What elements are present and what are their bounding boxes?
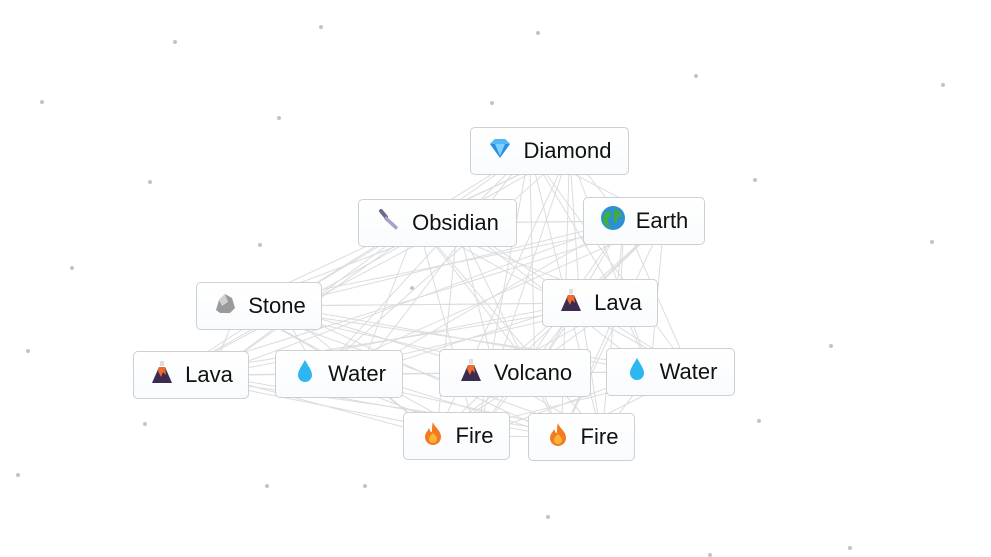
connection-line: [318, 222, 458, 375]
connection-line: [436, 220, 665, 437]
particle: [536, 31, 540, 35]
fire-icon: [545, 421, 571, 453]
item-water[interactable]: Water: [606, 348, 735, 396]
item-label: Lava: [594, 290, 642, 315]
particle: [490, 101, 494, 105]
droplet-icon: [624, 356, 650, 388]
volcano-icon: [149, 359, 175, 391]
particle: [148, 180, 152, 184]
particle: [941, 83, 945, 87]
diamond-icon: [487, 135, 513, 167]
particle: [753, 178, 757, 182]
particle: [410, 286, 414, 290]
item-diamond[interactable]: Diamond: [470, 127, 629, 175]
item-obsidian[interactable]: Obsidian: [358, 199, 517, 247]
connection-line: [569, 150, 581, 304]
connection-line: [561, 220, 665, 438]
rock-icon: [212, 290, 238, 322]
item-label: Diamond: [523, 138, 612, 163]
particle: [26, 349, 30, 353]
item-fire[interactable]: Fire: [403, 412, 510, 460]
fire-icon: [420, 420, 446, 452]
connection-line: [170, 150, 570, 376]
item-label: Earth: [635, 208, 689, 233]
particle: [546, 515, 550, 519]
item-label: Water: [659, 359, 718, 384]
volcano-icon: [458, 357, 484, 389]
particle: [277, 116, 281, 120]
connection-line: [170, 220, 665, 376]
connection-line: [318, 150, 570, 375]
item-fire[interactable]: Fire: [528, 413, 635, 461]
item-stone[interactable]: Stone: [196, 282, 322, 330]
particle: [319, 25, 323, 29]
particle: [16, 473, 20, 477]
connection-line: [569, 150, 651, 373]
particle: [363, 484, 367, 488]
item-label: Fire: [580, 424, 619, 449]
particle: [143, 422, 147, 426]
item-label: Stone: [248, 293, 306, 318]
item-lava[interactable]: Lava: [542, 279, 658, 327]
item-volcano[interactable]: Volcano: [439, 349, 591, 397]
droplet-icon: [292, 358, 318, 390]
particle: [40, 100, 44, 104]
particle: [930, 240, 934, 244]
knife-icon: [376, 207, 402, 239]
volcano-icon: [558, 287, 584, 319]
item-water[interactable]: Water: [275, 350, 403, 398]
item-earth[interactable]: Earth: [583, 197, 705, 245]
particle: [829, 344, 833, 348]
particle: [848, 546, 852, 550]
item-lava[interactable]: Lava: [133, 351, 249, 399]
connection-line: [457, 222, 562, 438]
item-label: Water: [328, 361, 386, 386]
item-label: Lava: [185, 362, 233, 387]
particle: [694, 74, 698, 78]
connection-line: [278, 302, 581, 307]
connection-line: [278, 305, 562, 438]
particle: [70, 266, 74, 270]
particle: [265, 484, 269, 488]
item-label: Obsidian: [412, 210, 499, 235]
item-label: Fire: [455, 423, 494, 448]
particle: [173, 40, 177, 44]
particle: [708, 553, 712, 557]
particle: [757, 419, 761, 423]
particle: [258, 243, 262, 247]
item-label: Volcano: [493, 360, 573, 385]
globe-icon: [600, 205, 626, 237]
